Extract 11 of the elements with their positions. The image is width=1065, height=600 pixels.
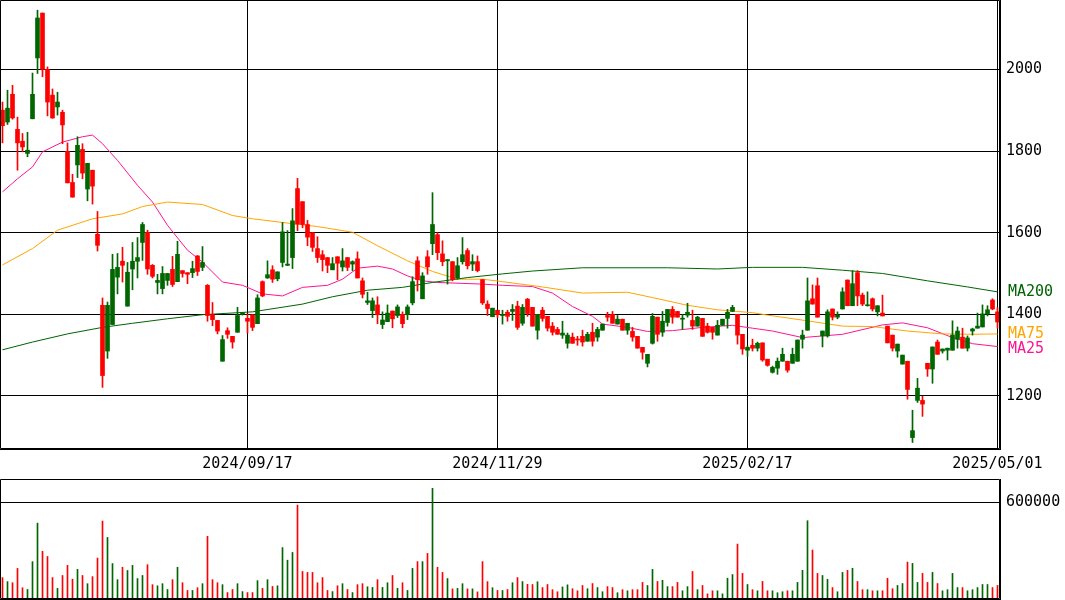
y-tick-label: 2000 <box>1006 59 1043 78</box>
x-tick-label: 2024/09/17 <box>202 453 293 472</box>
x-tick-label: 2024/11/29 <box>452 453 543 472</box>
y-tick-label: 1400 <box>1006 304 1043 323</box>
y-tick-label: 1600 <box>1006 222 1043 241</box>
y-tick-label: 1800 <box>1006 140 1043 159</box>
x-tick-label: 2025/02/17 <box>702 453 793 472</box>
y-tick-label: 1200 <box>1006 385 1043 404</box>
y-tick-label: 600000 <box>1006 492 1061 511</box>
x-tick-label: 2025/05/01 <box>952 453 1043 472</box>
series-label: MA200 <box>1008 281 1054 300</box>
